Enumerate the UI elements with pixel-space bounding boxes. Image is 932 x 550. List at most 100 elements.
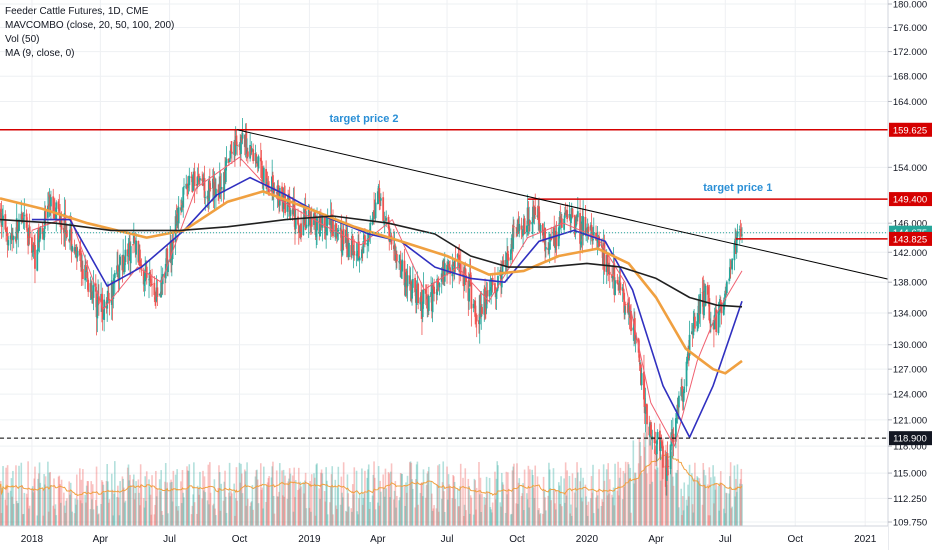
candle-body [544, 247, 547, 250]
candle-body [680, 387, 683, 396]
volume-bar [245, 505, 248, 526]
candle-body [113, 272, 116, 279]
candle-body [389, 239, 391, 242]
volume-bar [488, 477, 491, 526]
volume-bar [229, 496, 232, 526]
volume-bar [313, 477, 316, 526]
candle-body [100, 294, 103, 309]
volume-bar [512, 466, 514, 526]
candle-body [378, 188, 381, 200]
volume-bar [86, 481, 89, 526]
volume-bar [177, 505, 180, 526]
volume-bar [696, 476, 698, 526]
volume-bar [139, 464, 142, 526]
volume-bar [709, 515, 711, 526]
volume-bar [539, 513, 542, 526]
candle-body [59, 212, 61, 224]
volume-bar [193, 462, 195, 526]
time-tick-label: Jul [441, 534, 454, 545]
volume-bar [437, 511, 440, 526]
time-tick-label: 2019 [298, 534, 321, 545]
candle-body [520, 225, 523, 230]
volume-bar [703, 484, 706, 526]
volume-bar [150, 514, 153, 526]
volume-bar [571, 473, 574, 526]
candle-body [166, 248, 169, 271]
volume-bar [443, 511, 446, 526]
volume-bar [175, 506, 178, 526]
indicator-ma: MA (9, close, 0) [5, 48, 75, 59]
volume-bar [307, 484, 310, 526]
volume-bar [156, 488, 159, 526]
volume-bar [369, 501, 372, 526]
volume-bar [355, 470, 358, 526]
volume-bar [204, 492, 207, 526]
volume-bar [680, 488, 683, 526]
volume-bar [118, 515, 121, 526]
price-tick-label: 115.000 [893, 469, 927, 480]
volume-bar [140, 484, 143, 526]
volume-bar [422, 469, 425, 526]
volume-bar [436, 484, 438, 526]
volume-bar [421, 482, 423, 526]
volume-bar [357, 514, 359, 526]
volume-bar [315, 464, 318, 526]
candle-body [124, 249, 127, 263]
volume-bar [70, 492, 73, 526]
volume-bar [465, 510, 467, 526]
volume-bar [646, 473, 648, 526]
candle-body [400, 270, 403, 279]
price-tick-label: 138.000 [893, 278, 927, 289]
volume-bar [704, 475, 707, 526]
candle-body [667, 466, 670, 467]
volume-bar [0, 513, 3, 526]
volume-bar [191, 505, 194, 526]
volume-bar [107, 481, 109, 526]
volume-bar [606, 495, 609, 526]
volume-bar [394, 480, 397, 526]
volume-bar [0, 486, 1, 526]
candle-body [353, 251, 356, 256]
candle-body [85, 264, 87, 271]
volume-bar [494, 499, 497, 526]
candle-body [666, 453, 669, 469]
volume-bar [148, 486, 151, 526]
candle-body [119, 256, 122, 265]
volume-bar [161, 514, 164, 526]
price-tick-label: 176.000 [893, 23, 927, 34]
candle-body [662, 446, 664, 468]
volume-bar [254, 476, 257, 526]
candle-body [304, 209, 307, 230]
volume-bar [27, 461, 29, 526]
volume-bar [415, 479, 417, 526]
volume-bar [624, 473, 626, 526]
volume-bar [676, 470, 679, 526]
candle-body [571, 208, 574, 218]
volume-bar [334, 479, 337, 526]
volume-bar [202, 470, 204, 526]
volume-bar [314, 515, 317, 526]
candle-body [724, 290, 727, 301]
candle-body [707, 295, 710, 298]
candle-body [548, 243, 551, 250]
candle-body [382, 197, 385, 221]
volume-bar [155, 470, 157, 526]
volume-bar [549, 488, 552, 526]
candle-body [529, 220, 531, 225]
volume-bar [586, 505, 588, 526]
candle-body [360, 249, 363, 259]
candle-body [228, 160, 231, 163]
volume-bar [271, 466, 273, 526]
volume-bar [6, 465, 9, 526]
candle-body [315, 229, 318, 238]
candle-body [479, 293, 482, 318]
volume-bar [223, 481, 226, 526]
volume-bar [473, 478, 476, 526]
volume-bar [694, 462, 696, 526]
volume-bar [597, 508, 600, 526]
candle-body [366, 243, 369, 245]
candle-body [16, 220, 19, 234]
volume-bar [69, 482, 72, 526]
candle-body [335, 223, 337, 230]
